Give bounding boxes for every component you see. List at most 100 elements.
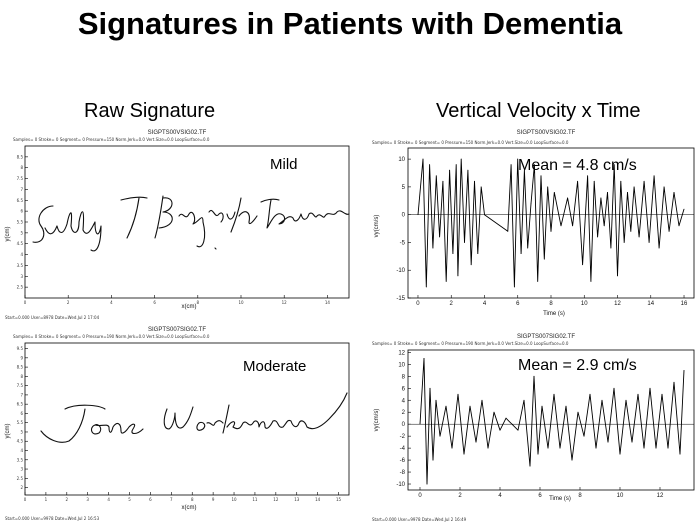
vel2-x-tick-label: 0	[418, 493, 422, 499]
sig1-x-tick-label: 12	[282, 300, 288, 305]
sig1-stroke-s	[32, 205, 54, 243]
sig1-stroke-b	[154, 195, 173, 239]
signature-panel-moderate: SIGPTS007SIG02.TF Samples= 0 Stroke= 0 S…	[3, 323, 351, 523]
sig2-x-tick-label: 8	[191, 497, 194, 502]
vel1-data-point	[510, 164, 512, 166]
raw-signature-header: Raw Signature	[84, 100, 216, 122]
vel2-x-axis-label: Time (s)	[549, 496, 571, 502]
vel2-x-tick-label: 6	[538, 493, 542, 499]
sig1-stroke-towns	[260, 198, 350, 229]
vel1-y-tick-label: 0	[402, 213, 406, 219]
vel2-data-point	[435, 399, 437, 401]
vel1-data-point	[417, 214, 419, 216]
vel1-data-point	[610, 247, 612, 249]
vel1-data-point	[543, 258, 545, 260]
sig2-x-tick-label: 5	[128, 497, 131, 502]
vel2-data-point	[481, 399, 483, 401]
sig2-x-tick-label: 2	[66, 497, 69, 502]
vel1-y-tick-label: 5	[402, 185, 406, 191]
vel2-y-tick-label: 0	[402, 422, 406, 428]
vel2-data-point	[661, 393, 663, 395]
sig2-y-tick-label: 7.5	[17, 383, 24, 388]
sig2-y-tick-label: 9.5	[17, 346, 24, 351]
sig1-x-tick-label: 0	[24, 300, 27, 305]
sig1-x-tick-label: 6	[153, 300, 156, 305]
sig2-x-tick-label: 6	[149, 497, 152, 502]
vel1-x-tick-label: 2	[450, 301, 454, 307]
vel2-data-point	[511, 423, 513, 425]
sig1-y-axis-label: y(cm)	[5, 227, 11, 242]
vel2-data-point	[533, 375, 535, 377]
vel1-data-point	[613, 164, 615, 166]
sig2-severity-label: Moderate	[243, 358, 306, 375]
sig1-y-tick-label: 3.5	[17, 263, 24, 268]
vel2-y-axis-label: vy(cm/s)	[374, 409, 380, 432]
vel1-data-point	[507, 230, 509, 232]
sig2-header-text: Samples= 0 Stroke= 0 Segment= 0 Pressure…	[13, 334, 210, 339]
vel1-data-point	[550, 230, 552, 232]
sig2-stroke-w	[163, 406, 194, 430]
vel1-data-point	[442, 180, 444, 182]
vel2-data-point	[637, 393, 639, 395]
vel1-data-point	[470, 264, 472, 266]
vel1-data-point	[537, 280, 539, 282]
sig2-y-tick-label: 8.5	[17, 365, 24, 370]
vel1-y-tick-label: -10	[396, 268, 405, 274]
sig1-stroke-reych	[178, 210, 236, 248]
vel2-data-point	[419, 423, 421, 425]
sig1-y-tick-label: 4.5	[17, 241, 24, 246]
vel2-data-point	[547, 447, 549, 449]
sig1-footer-text: Start=0.000 User=8978 Date=Wed.Jul 2 17:…	[5, 315, 100, 320]
vel1-data-point	[527, 247, 529, 249]
vel2-data-point	[469, 405, 471, 407]
vel2-data-point	[499, 429, 501, 431]
vel2-data-point	[429, 387, 431, 389]
vel2-data-point	[426, 483, 428, 485]
vel1-x-tick-label: 14	[647, 301, 654, 307]
vel2-y-tick-label: 10	[398, 362, 405, 368]
vel2-y-tick-label: -6	[400, 458, 406, 464]
vel2-data-point	[451, 447, 453, 449]
vel2-x-tick-label: 4	[498, 493, 502, 499]
vel1-y-tick-label: -15	[396, 296, 405, 302]
vel2-data-point	[463, 453, 465, 455]
vel2-data-point	[583, 435, 585, 437]
vel1-data-point	[607, 192, 608, 193]
sig2-y-axis-label: y(cm)	[5, 424, 11, 439]
vel1-x-tick-label: 16	[681, 301, 688, 307]
sig2-x-tick-label: 11	[252, 497, 258, 502]
vel1-x-tick-label: 4	[483, 301, 487, 307]
vel1-y-tick-label: -5	[400, 240, 406, 246]
vel1-y-tick-label: 10	[398, 157, 405, 163]
sig2-axes: 0 1 2 3 4 5 6 7 8 9 10 11 12 13 14 159.598.587.576.565.…	[17, 342, 350, 502]
sig1-y-tick-label: 7.5	[17, 176, 24, 181]
vel2-data-point	[505, 417, 507, 419]
vel2-data-point	[667, 447, 669, 449]
vel2-data-point	[655, 447, 657, 449]
sig2-frame	[24, 342, 350, 496]
sig2-y-tick-label: 6	[20, 411, 23, 416]
sig1-y-tick-label: 6.5	[17, 198, 24, 203]
sig1-y-tick-label: 3	[20, 274, 23, 279]
sig1-y-tick-label: 2.5	[17, 285, 24, 290]
sig2-x-tick-label: 13	[294, 497, 300, 502]
velocity-header: Vertical Velocity x Time	[436, 100, 641, 122]
vel2-data-point	[601, 399, 603, 401]
vel1-data-point	[653, 175, 655, 177]
vel1-data-point	[587, 175, 588, 177]
sig2-y-tick-label: 2	[20, 485, 23, 490]
vel1-data-point	[425, 286, 427, 288]
vel2-data-point	[559, 447, 561, 449]
vel1-data-point	[455, 164, 457, 166]
sig1-y-tick-label: 5.5	[17, 220, 24, 225]
vel1-data-point	[683, 208, 685, 210]
velocity-chart-mild: SIGPTS00VSIG02.TF Samples= 0 Stroke= 0 S…	[368, 126, 698, 322]
vel1-data-point	[560, 225, 562, 227]
sig2-x-tick-label: 0	[24, 497, 27, 502]
sig1-axes: 0 2 4 6 8 10 12 14 8.5 8 7.5 7 6.5 6 5.5 5 4.5 4 3.5 3 2.5	[17, 145, 350, 305]
vel1-mean-annotation: Mean = 4.8 cm/s	[518, 157, 637, 174]
vel1-data-point	[477, 253, 479, 254]
sig1-x-tick-label: 10	[238, 300, 244, 305]
signature-plot-moderate: SIGPTS007SIG02.TF Samples= 0 Stroke= 0 S…	[5, 327, 350, 521]
vel2-title: SIGPTS007SIG02.TF	[517, 334, 575, 340]
